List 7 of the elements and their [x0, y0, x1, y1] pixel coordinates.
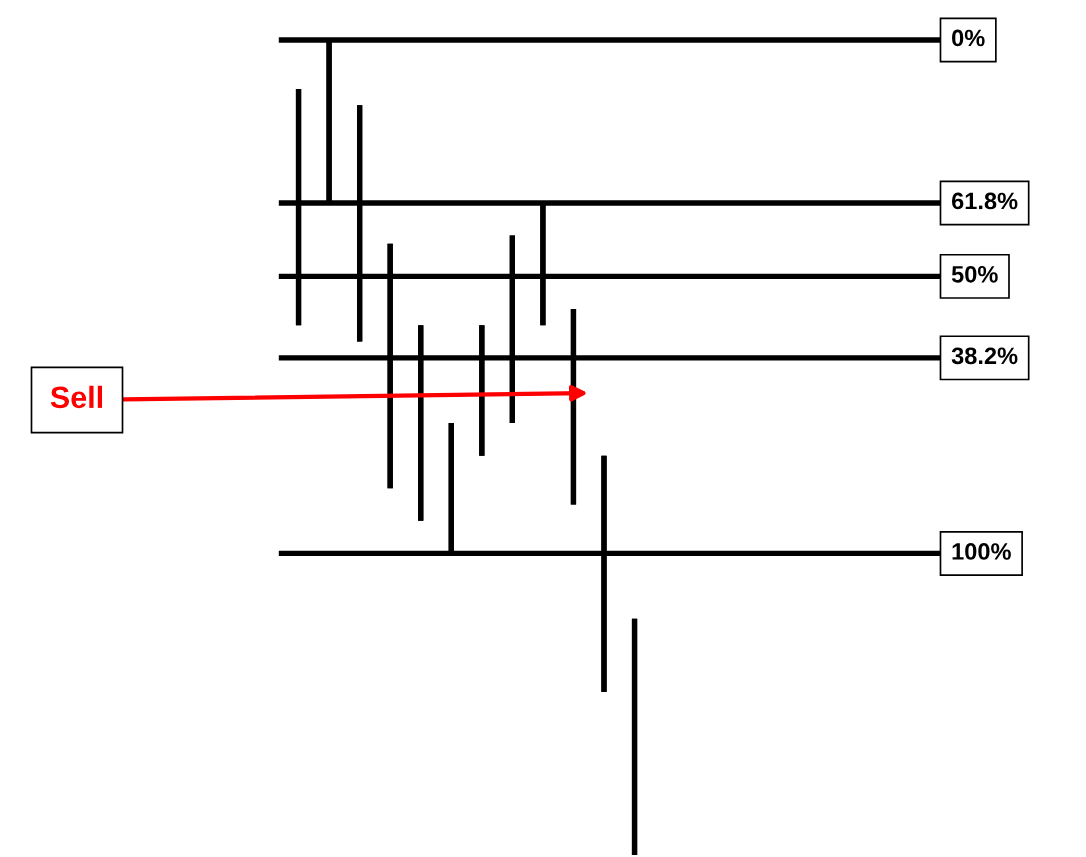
- text: 50%: [951, 265, 998, 283]
- text: Sell: [50, 385, 103, 409]
- text: 100%: [952, 543, 1011, 560]
- candlestick: [631, 618, 638, 855]
- text: 38.2%: [951, 347, 1018, 365]
- text: 0%: [952, 29, 985, 47]
- text: 61.8%: [951, 192, 1018, 210]
